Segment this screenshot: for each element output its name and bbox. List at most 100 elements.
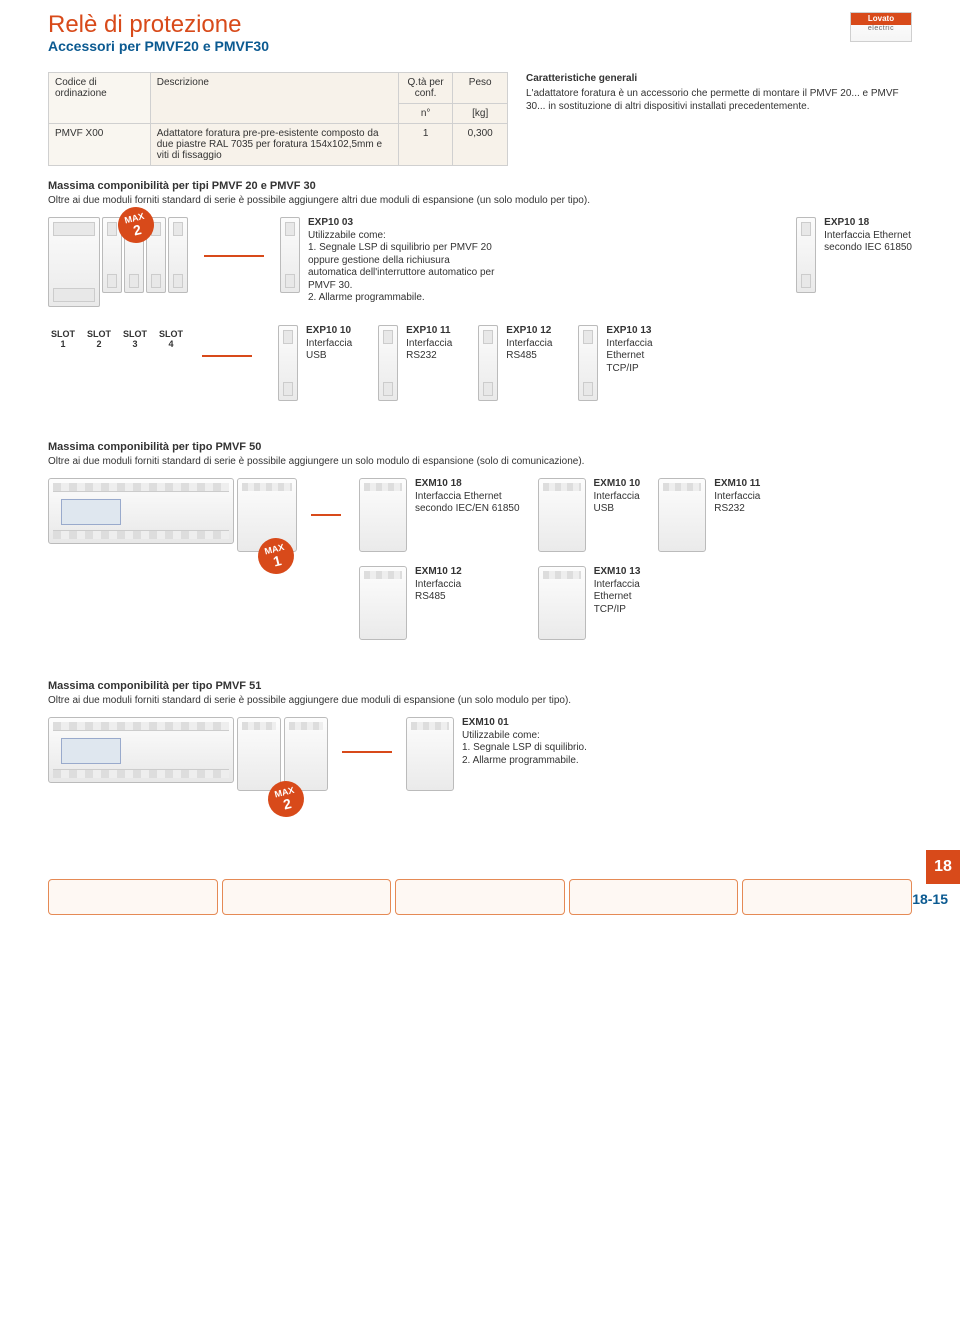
device-lcd <box>61 499 121 525</box>
sect-20-30-sub: Oltre ai due moduli forniti standard di … <box>48 194 912 207</box>
connector-line <box>202 355 252 401</box>
footer-cell <box>742 879 912 915</box>
exm13-code: EXM10 13 <box>594 566 641 579</box>
sect-51-sub: Oltre ai due moduli forniti standard di … <box>48 694 912 707</box>
device-pmvf51 <box>48 717 234 783</box>
row-code: PMVF X00 <box>49 124 151 166</box>
module-exp10-11 <box>378 325 398 401</box>
exp12-l1: Interfaccia <box>506 338 552 351</box>
exm01-code: EXM10 01 <box>462 717 587 730</box>
slot-3-label: SLOT 3 <box>120 329 150 349</box>
exm12-code: EXM10 12 <box>415 566 462 579</box>
device-lcd <box>61 738 121 764</box>
exp11-code: EXP10 11 <box>406 325 452 338</box>
exp13-code: EXP10 13 <box>606 325 652 338</box>
section-tab: 18 <box>926 850 960 884</box>
sect-51-title: Massima componibilità per tipo PMVF 51 <box>48 680 912 692</box>
exp10-code: EXP10 10 <box>306 325 352 338</box>
exm13-l1: Interfaccia <box>594 579 641 592</box>
exp11-l1: Interfaccia <box>406 338 452 351</box>
sect-50-title: Massima componibilità per tipo PMVF 50 <box>48 441 912 453</box>
col-weight: Peso <box>453 73 508 104</box>
row-qty: 1 <box>398 124 453 166</box>
slot-4-label: SLOT 4 <box>156 329 186 349</box>
exm01-l2: 1. Segnale LSP di squilibrio. <box>462 742 587 755</box>
exm11-l1: Interfaccia <box>714 491 760 504</box>
exp13-l3: TCP/IP <box>606 363 652 376</box>
exm01-l3: 2. Allarme programmabile. <box>462 755 587 768</box>
module-exp10-12 <box>478 325 498 401</box>
section-pmvf-20-30: Massima componibilità per tipi PMVF 20 e… <box>48 180 912 401</box>
characteristics-box: Caratteristiche generali L'adattatore fo… <box>526 72 912 166</box>
exp18-l1: Interfaccia Ethernet <box>824 230 912 243</box>
device-pmvf50 <box>48 478 234 544</box>
module-exp10-10 <box>278 325 298 401</box>
row-desc: Adattatore foratura pre-pre-esistente co… <box>150 124 398 166</box>
exm11-code: EXM10 11 <box>714 478 760 491</box>
characteristics-text: L'adattatore foratura è un accessorio ch… <box>526 87 912 113</box>
module-ext-b <box>284 717 328 791</box>
exp03-code: EXP10 03 <box>308 217 498 230</box>
exm18-l2: secondo IEC/EN 61850 <box>415 503 520 516</box>
slot-1-label: SLOT 1 <box>48 329 78 349</box>
col-desc: Descrizione <box>150 73 398 124</box>
footer-grid <box>48 879 912 915</box>
row-weight: 0,300 <box>453 124 508 166</box>
sect-20-30-title: Massima componibilità per tipi PMVF 20 e… <box>48 180 912 192</box>
exm10-l1: Interfaccia <box>594 491 641 504</box>
module-main <box>48 217 100 307</box>
exp18-l2: secondo IEC 61850 <box>824 242 912 255</box>
exp10-10-item: EXP10 10 Interfaccia USB <box>278 325 352 401</box>
module-ext-a <box>237 717 281 791</box>
module-exm10-10 <box>538 478 586 552</box>
page-title: Relè di protezione <box>48 12 269 38</box>
module-exp10-18 <box>796 217 816 293</box>
module-exm10-12 <box>359 566 407 640</box>
spec-row: Codice di ordinazione Descrizione Q.tà p… <box>48 72 912 166</box>
exm10-11-item: EXM10 11 Interfaccia RS232 <box>658 478 760 552</box>
exm10-l2: USB <box>594 503 641 516</box>
logo-sub: electric <box>851 25 911 32</box>
exm18-l1: Interfaccia Ethernet <box>415 491 520 504</box>
module-exp10-13 <box>578 325 598 401</box>
page-header: Relè di protezione Accessori per PMVF20 … <box>48 12 912 54</box>
exm10-12-item: EXM10 12 Interfaccia RS485 <box>359 566 462 640</box>
max-value: 2 <box>132 222 143 237</box>
exp18-code: EXP10 18 <box>824 217 912 230</box>
footer-cell <box>569 879 739 915</box>
exm10-18-item: EXM10 18 Interfaccia Ethernet secondo IE… <box>359 478 520 552</box>
sect-50-sub: Oltre ai due moduli forniti standard di … <box>48 455 912 468</box>
footer-cell <box>395 879 565 915</box>
max-value: 2 <box>282 796 293 811</box>
brand-logo: Lovato electric <box>850 12 912 42</box>
exm10-13-item: EXM10 13 Interfaccia Ethernet TCP/IP <box>538 566 641 640</box>
exp10-18-item: EXP10 18 Interfaccia Ethernet secondo IE… <box>796 217 912 293</box>
slot-2-label: SLOT 2 <box>84 329 114 349</box>
exm01-l1: Utilizzabile come: <box>462 730 587 743</box>
connector-line <box>204 255 264 257</box>
unit-n: n° <box>398 104 453 124</box>
section-pmvf-50: Massima componibilità per tipo PMVF 50 O… <box>48 441 912 640</box>
exp03-l2: 1. Segnale LSP di squilibrio per PMVF 20… <box>308 242 498 292</box>
module-exm10-01 <box>406 717 454 791</box>
exm18-code: EXM10 18 <box>415 478 520 491</box>
characteristics-title: Caratteristiche generali <box>526 72 912 85</box>
unit-kg: [kg] <box>453 104 508 124</box>
exp13-l1: Interfaccia <box>606 338 652 351</box>
exm10-10-item: EXM10 10 Interfaccia USB <box>538 478 641 552</box>
module-exp10-03 <box>280 217 300 293</box>
exp03-l3: 2. Allarme programmabile. <box>308 292 498 305</box>
exp10-03-item: EXP10 03 Utilizzabile come: 1. Segnale L… <box>280 217 498 305</box>
exm13-l2: Ethernet <box>594 591 641 604</box>
exp10-l2: USB <box>306 350 352 363</box>
module-slot-4 <box>168 217 188 293</box>
col-code: Codice di ordinazione <box>49 73 151 124</box>
exp03-l1: Utilizzabile come: <box>308 230 498 243</box>
exp10-13-item: EXP10 13 Interfaccia Ethernet TCP/IP <box>578 325 652 401</box>
col-qty: Q.tà per conf. <box>398 73 453 104</box>
exp11-l2: RS232 <box>406 350 452 363</box>
section-pmvf-51: Massima componibilità per tipo PMVF 51 O… <box>48 680 912 827</box>
exm10-01-item: EXM10 01 Utilizzabile come: 1. Segnale L… <box>406 717 587 791</box>
page-subtitle: Accessori per PMVF20 e PMVF30 <box>48 38 269 54</box>
module-exm10-18 <box>359 478 407 552</box>
